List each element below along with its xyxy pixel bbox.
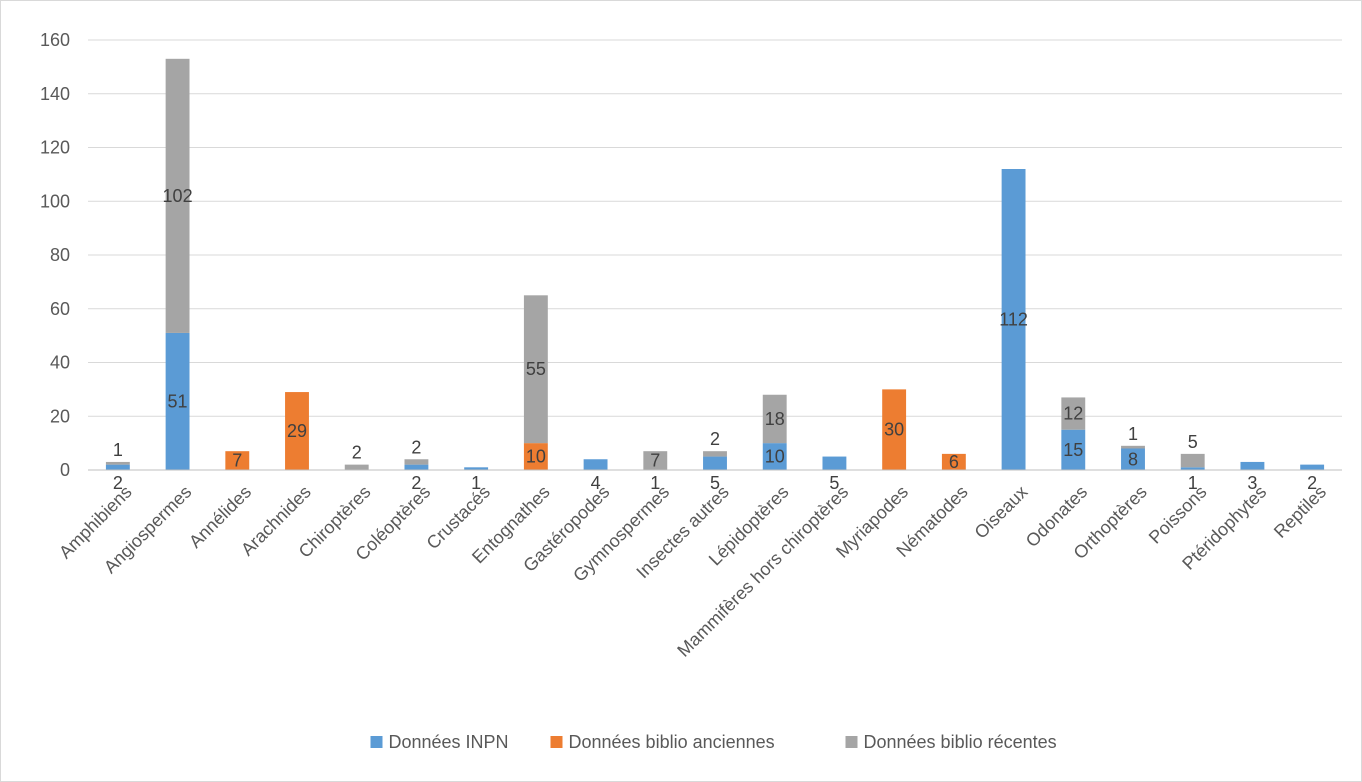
data-label: 8	[1128, 449, 1138, 469]
data-label: 1	[471, 473, 481, 493]
bar-segment	[105, 464, 130, 470]
data-label: 2	[113, 473, 123, 493]
data-label: 7	[232, 451, 242, 471]
data-label: 30	[884, 420, 904, 440]
data-label: 2	[411, 437, 421, 457]
data-label: 102	[163, 186, 193, 206]
bar-segment	[404, 464, 429, 470]
bar-segment	[523, 443, 548, 470]
data-label: 18	[765, 409, 785, 429]
legend-swatch	[370, 736, 383, 748]
y-axis: 0 20 40 60 80 100 120 140 160	[40, 30, 70, 480]
bar-segment	[1180, 467, 1205, 470]
data-label: 10	[765, 447, 785, 467]
bars	[105, 58, 1325, 470]
legend-label: Données INPN	[389, 732, 509, 752]
bar-segment	[1001, 169, 1026, 470]
y-tick-label: 100	[40, 191, 70, 211]
data-label: 1	[1128, 424, 1138, 444]
data-label: 2	[352, 443, 362, 463]
y-tick-label: 80	[50, 245, 70, 265]
bar-segment	[703, 456, 727, 470]
y-tick-label: 160	[40, 30, 70, 50]
bar-segment	[165, 332, 190, 470]
bar-segment	[464, 467, 489, 470]
bar-segment	[165, 58, 190, 333]
legend-swatch	[550, 736, 563, 748]
y-tick-label: 60	[50, 299, 70, 319]
bar-segment	[703, 451, 727, 457]
data-label: 2	[1307, 473, 1317, 493]
data-label: 29	[287, 421, 307, 441]
x-axis: AmphibiensAngiospermesAnnélidesArachnide…	[55, 469, 1342, 661]
bar-segment	[285, 392, 309, 470]
bar-segment	[941, 453, 966, 470]
data-label: 4	[591, 473, 601, 493]
data-label: 5	[829, 473, 839, 493]
x-tick-label: Oiseaux	[971, 482, 1032, 543]
y-tick-label: 20	[50, 406, 70, 426]
legend-swatch	[845, 736, 858, 748]
data-label: 7	[650, 451, 660, 471]
y-tick-label: 140	[40, 84, 70, 104]
bar-segment	[1300, 464, 1325, 470]
bar-segment	[1240, 461, 1265, 470]
y-tick-label: 40	[50, 353, 70, 373]
data-label: 1	[113, 440, 123, 460]
data-label: 2	[411, 473, 421, 493]
data-label: 2	[710, 429, 720, 449]
bar-segment	[1180, 453, 1205, 468]
bar-segment	[344, 464, 369, 470]
legend-label: Données biblio récentes	[864, 732, 1057, 752]
gridlines	[88, 39, 1342, 471]
legend: Données INPN Données biblio anciennes Donn…	[370, 732, 1057, 752]
data-label: 55	[526, 359, 546, 379]
data-label: 6	[949, 452, 959, 472]
bar-segment	[404, 459, 429, 465]
data-label: 112	[999, 310, 1028, 330]
bar-segment	[1061, 397, 1086, 430]
bar-segment	[882, 389, 907, 470]
data-label: 5	[710, 473, 720, 493]
data-label: 51	[168, 391, 188, 411]
bar-segment	[762, 394, 787, 444]
data-label: 5	[1188, 432, 1198, 452]
data-label: 1	[650, 473, 660, 493]
legend-label: Données biblio anciennes	[569, 732, 775, 752]
y-tick-label: 0	[60, 460, 70, 480]
bar-segment	[822, 456, 847, 470]
bar-segment	[225, 451, 250, 470]
bar-segment	[762, 443, 787, 470]
x-tick-label: Reptiles	[1270, 482, 1330, 542]
bar-segment	[523, 295, 548, 444]
bar-segment	[583, 459, 608, 470]
bar-segment	[105, 461, 130, 465]
bar-segment	[1061, 429, 1086, 470]
bar-segment	[1121, 448, 1145, 470]
data-label: 3	[1247, 473, 1257, 493]
data-label: 15	[1063, 440, 1083, 460]
data-label: 1	[1188, 473, 1198, 493]
y-tick-label: 120	[40, 138, 70, 158]
bar-segment	[643, 451, 668, 470]
data-label: 10	[526, 447, 546, 467]
data-label: 12	[1063, 404, 1083, 424]
bar-segment	[1121, 445, 1145, 449]
